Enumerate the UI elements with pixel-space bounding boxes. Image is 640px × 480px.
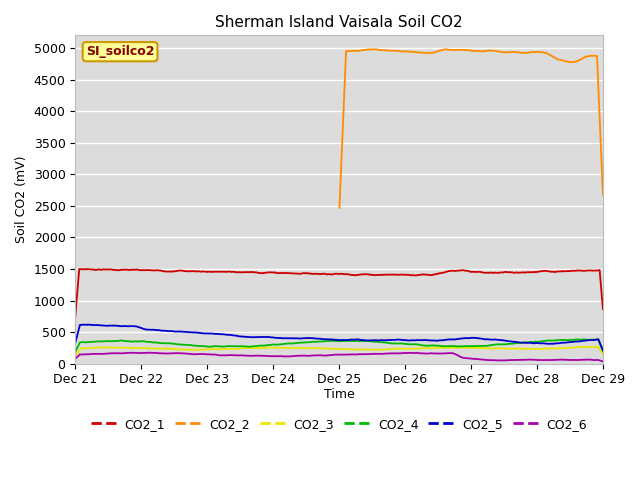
Y-axis label: Soil CO2 (mV): Soil CO2 (mV) bbox=[15, 156, 28, 243]
X-axis label: Time: Time bbox=[324, 388, 355, 401]
Title: Sherman Island Vaisala Soil CO2: Sherman Island Vaisala Soil CO2 bbox=[215, 15, 463, 30]
Text: SI_soilco2: SI_soilco2 bbox=[86, 45, 154, 58]
Legend: CO2_1, CO2_2, CO2_3, CO2_4, CO2_5, CO2_6: CO2_1, CO2_2, CO2_3, CO2_4, CO2_5, CO2_6 bbox=[86, 413, 592, 436]
